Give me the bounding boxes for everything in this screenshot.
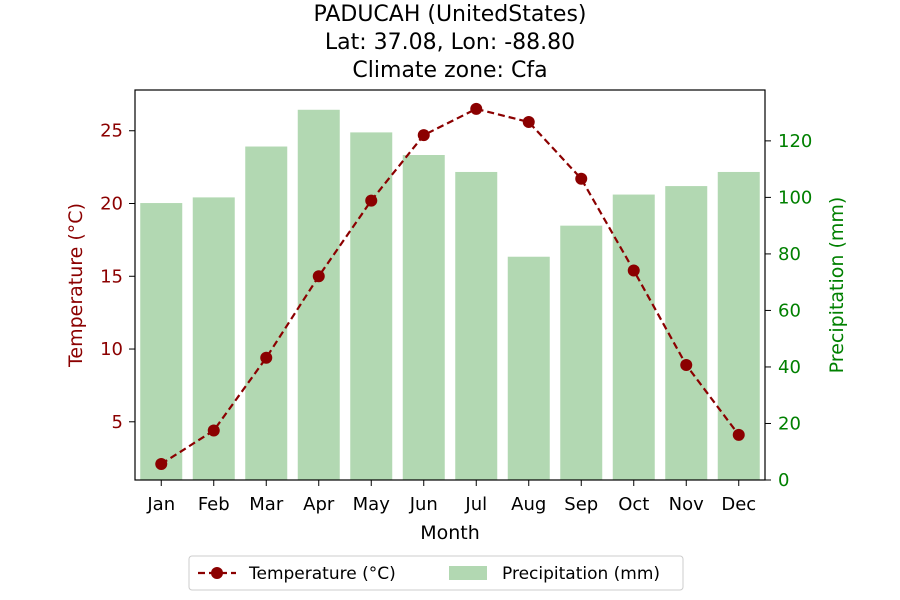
precipitation-tick-label: 40 [778,357,801,378]
plot-frame [134,89,766,481]
legend-temperature-marker [211,567,223,579]
title-line-2: Lat: 37.08, Lon: -88.80 [325,30,575,55]
temperature-line [160,107,740,465]
temperature-tick-label: 10 [100,339,123,360]
temperature-point [155,457,168,470]
precipitation-bar [350,132,393,481]
temperature-axis: 5 10 15 20 25 [100,121,135,433]
title-line-3: Climate zone: Cfa [352,58,547,83]
month-tick-label: Jul [464,494,487,515]
month-tick-label: Dec [721,494,756,515]
precipitation-bar [455,171,498,480]
month-tick-label: Feb [198,494,230,515]
precipitation-tick-label: 80 [778,244,801,265]
month-tick-label: Aug [511,494,546,515]
legend-temperature-label: Temperature (°C) [248,564,396,584]
precipitation-tick-label: 20 [778,413,801,434]
temperature-point [470,102,483,115]
temperature-tick-label: 20 [100,194,123,215]
legend-box [188,555,684,591]
temperature-line-group [155,102,745,470]
month-tick-label: Mar [249,494,284,515]
month-tick-label: Apr [303,494,335,515]
month-tick-label: Nov [669,494,704,515]
title-line-1: PADUCAH (UnitedStates) [313,2,586,27]
temperature-tick-label: 5 [112,412,123,433]
precipitation-axis: 0 20 40 60 80 100 120 [765,131,812,491]
temperature-point [207,424,220,437]
temperature-point [680,359,693,372]
month-axis-label: Month [420,522,480,544]
temperature-point [732,428,745,441]
month-tick-label: Oct [618,494,649,515]
precipitation-bar [717,171,760,480]
precipitation-bar [665,186,708,480]
temperature-point [312,270,325,283]
legend-precipitation-label: Precipitation (mm) [502,564,660,584]
precipitation-bars [140,109,760,481]
month-tick-label: May [353,494,391,515]
precipitation-bar [140,203,183,481]
legend: Temperature (°C) Precipitation (mm) [188,555,684,591]
precipitation-bar [297,109,340,481]
precipitation-bar [192,197,235,481]
chart-title: PADUCAH (UnitedStates) Lat: 37.08, Lon: … [313,2,586,83]
precipitation-tick-label: 60 [778,300,801,321]
temperature-point [417,129,430,142]
legend-precipitation-swatch [449,566,487,580]
precipitation-bar [612,194,655,480]
temperature-point [627,264,640,277]
precipitation-axis-label: Precipitation (mm) [826,197,848,374]
precipitation-bar [507,256,550,480]
temperature-point [522,116,535,129]
temperature-axis-label: Temperature (°C) [65,203,87,368]
month-tick-label: Jan [146,494,175,515]
precipitation-tick-label: 120 [778,131,812,152]
precipitation-tick-label: 0 [778,470,789,491]
month-axis: Jan Feb Mar Apr May Jun Jul Aug Sep Oct Nov Dec [146,480,756,515]
month-tick-label: Jun [409,494,438,515]
precipitation-bar [560,225,603,480]
precipitation-bar [402,155,445,480]
temperature-tick-label: 15 [100,266,123,287]
precipitation-tick-label: 100 [778,187,812,208]
temperature-tick-label: 25 [100,121,123,142]
temperature-point [365,194,378,207]
temperature-point [575,172,588,185]
temperature-point [260,351,273,364]
precipitation-bar [245,146,288,481]
month-tick-label: Sep [564,494,598,515]
